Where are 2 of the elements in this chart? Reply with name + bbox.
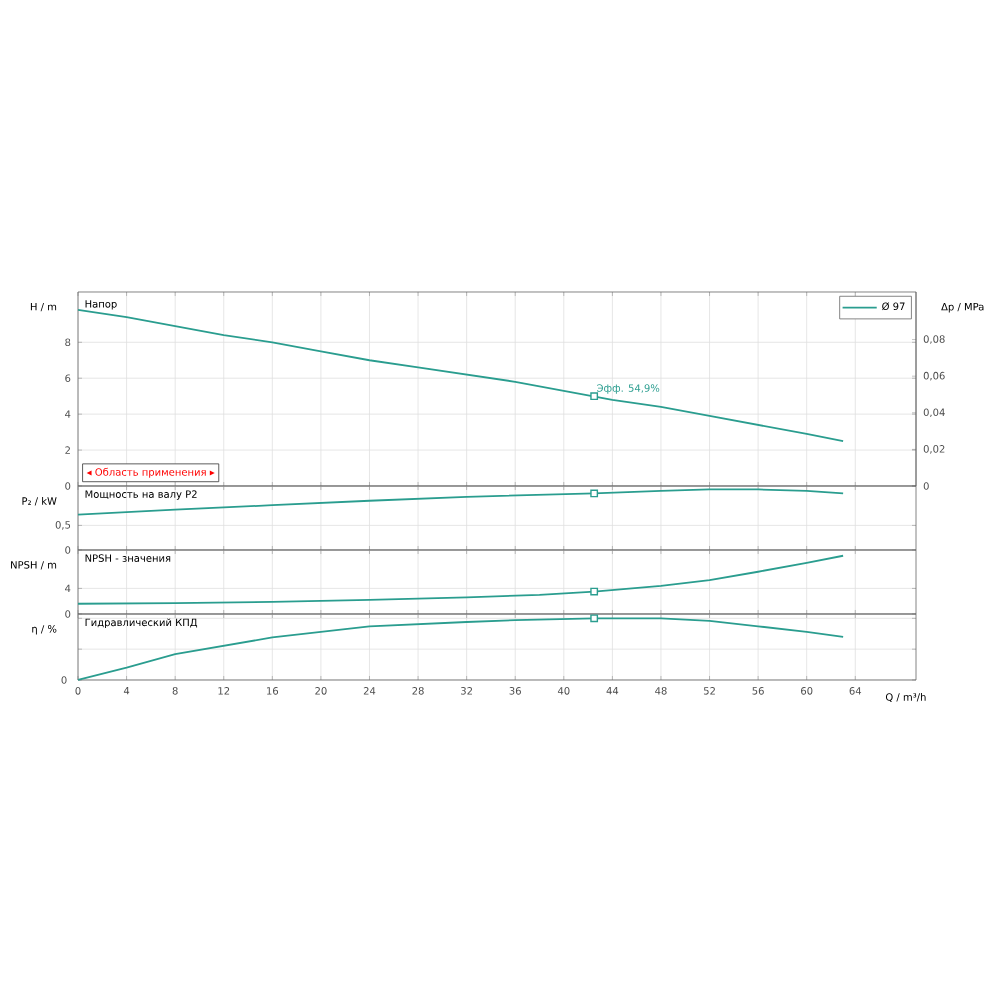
line-series (77, 488, 845, 516)
line-series (77, 554, 845, 605)
